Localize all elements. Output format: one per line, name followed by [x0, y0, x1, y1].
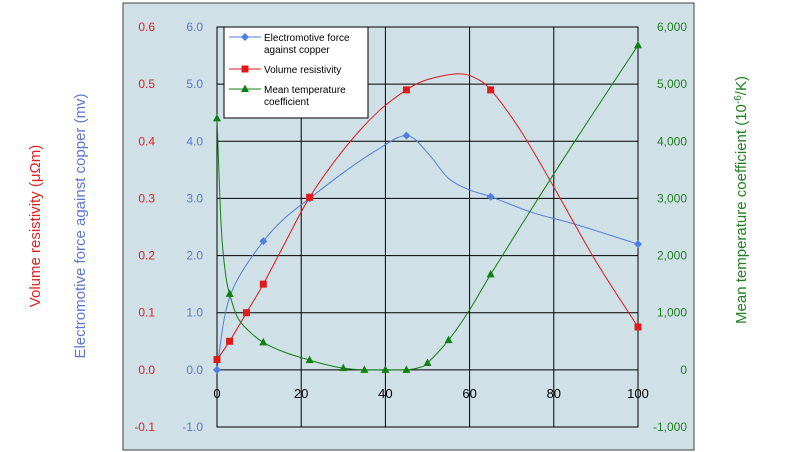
emf-tick-label: -1.0	[182, 420, 203, 434]
emf-tick-label: 2.0	[186, 249, 203, 263]
data-point-resistivity	[487, 86, 495, 94]
resistivity-tick-label: 0.5	[138, 77, 155, 91]
data-point-temp_coeff	[381, 365, 390, 373]
legend-label: Mean temperature	[264, 85, 346, 96]
data-point-temp_coeff	[402, 365, 411, 373]
x-tick-label: 60	[462, 386, 476, 401]
data-point-temp_coeff	[444, 335, 453, 344]
series-line-emf	[216, 135, 639, 370]
data-point-resistivity	[213, 356, 221, 364]
temp-coeff-tick-label: 5,000	[657, 77, 687, 91]
data-point-temp_coeff	[225, 289, 234, 297]
data-point-temp_coeff	[360, 365, 369, 373]
series-temp_coeff	[213, 40, 642, 373]
legend-marker-square	[241, 65, 249, 73]
data-point-temp_coeff	[634, 40, 642, 49]
data-point-temp_coeff	[259, 337, 268, 346]
data-point-emf	[402, 131, 411, 140]
data-point-temp_coeff	[305, 355, 314, 364]
data-point-resistivity	[226, 337, 234, 345]
x-tick-label: 0	[213, 386, 220, 401]
x-tick-label: 40	[378, 386, 392, 401]
x-axis-ticks: 0 20 40 60 80 100	[213, 386, 648, 401]
legend-label: Volume resistivity	[264, 65, 341, 76]
temp-coeff-axis-ticks: 6,000 5,000 4,000 3,000 2,000 1,000 0 -1,000	[653, 20, 687, 434]
resistivity-tick-label: 0.3	[138, 191, 155, 205]
resistivity-tick-label: -0.1	[134, 420, 155, 434]
resistivity-axis-ticks: 0.6 0.5 0.4 0.3 0.2 0.1 0.0 -0.1	[134, 20, 155, 434]
legend-marker-diamond	[241, 33, 249, 41]
plot-grid-region	[216, 26, 639, 428]
data-point-resistivity	[259, 280, 267, 288]
temp-coeff-tick-label: 6,000	[657, 20, 687, 34]
data-point-resistivity	[634, 323, 642, 331]
data-point-resistivity	[242, 309, 250, 317]
data-point-temp_coeff	[486, 269, 495, 278]
emf-tick-label: 6.0	[186, 20, 203, 34]
x-tick-label: 20	[294, 386, 308, 401]
legend-marker-triangle	[241, 84, 249, 92]
resistivity-tick-label: 0.6	[138, 20, 155, 34]
emf-tick-label: 3.0	[186, 191, 203, 205]
temp-coeff-axis-title-prefix: Mean temperature coefficient (10	[733, 104, 750, 324]
temp-coeff-axis-title-exponent: -6	[733, 95, 744, 104]
resistivity-tick-label: 0.2	[138, 249, 155, 263]
series-resistivity	[213, 73, 642, 364]
temp-coeff-tick-label: 0	[680, 363, 687, 377]
legend-label: coefficient	[264, 97, 309, 108]
temp-coeff-tick-label: 3,000	[657, 191, 687, 205]
data-point-temp_coeff	[339, 363, 348, 372]
data-point-emf	[486, 192, 495, 201]
data-point-temp_coeff	[213, 113, 221, 122]
resistivity-tick-label: 0.4	[138, 134, 155, 148]
legend-label: against copper	[264, 45, 330, 56]
emf-axis-ticks: 6.0 5.0 4.0 3.0 2.0 1.0 0.0 -1.0	[182, 20, 203, 434]
plot-area-background	[122, 2, 695, 451]
data-point-resistivity	[306, 193, 314, 201]
data-point-emf	[213, 365, 221, 374]
data-point-temp_coeff	[423, 358, 432, 366]
temp-coeff-tick-label: -1,000	[653, 420, 687, 434]
data-point-emf	[259, 237, 268, 246]
temp-coeff-tick-label: 1,000	[657, 306, 687, 320]
temp-coeff-axis-title: Mean temperature coefficient (10-6/K)	[733, 76, 751, 324]
temp-coeff-tick-label: 4,000	[657, 134, 687, 148]
emf-tick-label: 1.0	[186, 306, 203, 320]
data-point-resistivity	[402, 86, 410, 94]
temp-coeff-axis-title-suffix: /K)	[733, 76, 750, 95]
data-point-emf	[634, 240, 642, 249]
emf-tick-label: 4.0	[186, 134, 203, 148]
emf-axis-title: Electromotive force against copper (mv)	[72, 93, 89, 358]
x-tick-label: 80	[547, 386, 561, 401]
legend-label: Electromotive force	[264, 33, 350, 44]
legend-entry-resistivity: Volume resistivity	[229, 65, 341, 76]
resistivity-axis-title: Volume resistivity (μΩm)	[27, 145, 44, 307]
emf-tick-label: 0.0	[186, 363, 203, 377]
x-tick-label: 100	[627, 386, 649, 401]
emf-tick-label: 5.0	[186, 77, 203, 91]
series-layer	[213, 40, 642, 374]
resistivity-tick-label: 0.1	[138, 306, 155, 320]
resistivity-tick-label: 0.0	[138, 363, 155, 377]
temp-coeff-tick-label: 2,000	[657, 249, 687, 263]
